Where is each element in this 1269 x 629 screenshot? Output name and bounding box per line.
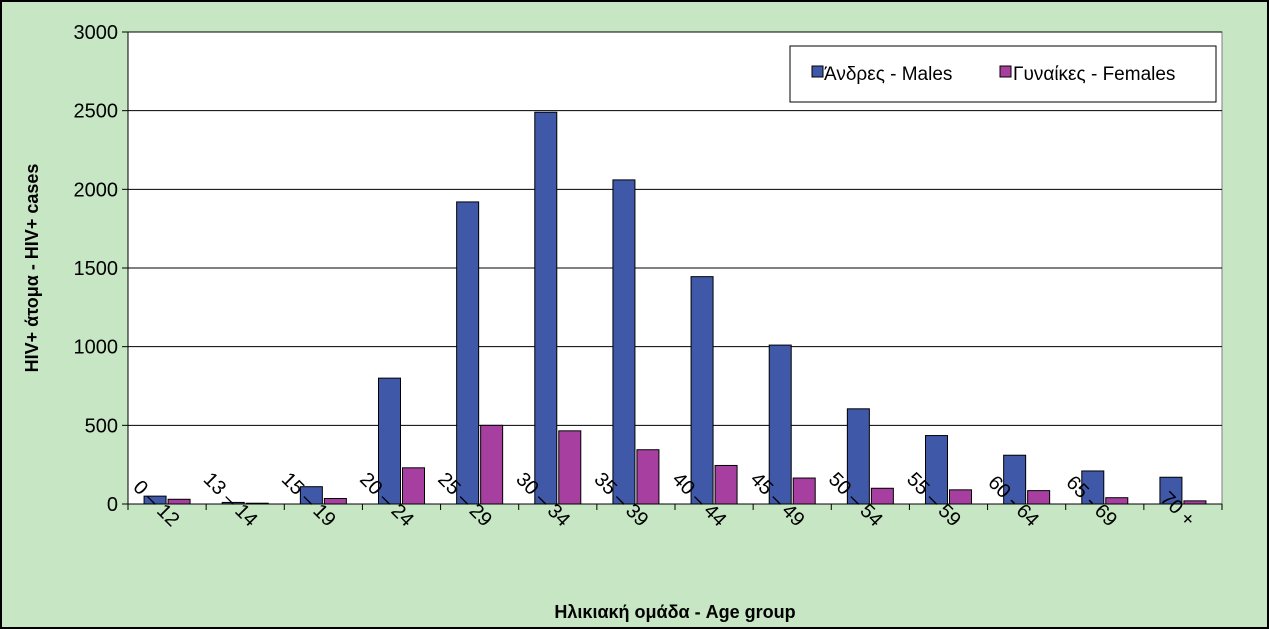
bar-females [714, 464, 738, 505]
x-axis-title: Ηλικιακή ομάδα - Age group [554, 602, 795, 622]
y-tick-label: 500 [85, 415, 118, 437]
y-tick-label: 2000 [74, 179, 119, 201]
y-tick-label: 1500 [74, 258, 119, 280]
y-axis-title: HIV+ άτομα - HIV+ cases [22, 164, 42, 373]
bar-females [636, 449, 660, 505]
bar-males [534, 111, 558, 505]
bar-females [402, 467, 425, 505]
y-axis: 0 500 1000 1500 2000 2500 3000 [74, 22, 129, 516]
y-tick-label: 0 [107, 494, 118, 516]
bar-females [792, 477, 816, 505]
y-tick-label: 3000 [74, 22, 119, 44]
gridlines [128, 31, 1222, 426]
bar-males [690, 276, 714, 505]
legend: Άνδρες - Males Γυναίκες - Females [789, 45, 1217, 103]
bar-females [870, 487, 894, 505]
bar-males [612, 179, 636, 505]
bar-females [949, 489, 972, 505]
legend-label-females: Γυναίκες - Females [1013, 64, 1175, 85]
y-tick-label: 1000 [74, 337, 119, 359]
legend-swatch-females [999, 65, 1012, 78]
bar-males [456, 201, 480, 505]
legend-label-males: Άνδρες - Males [824, 64, 952, 85]
legend-swatch-males [811, 65, 824, 78]
bars [143, 111, 1207, 505]
y-tick-label: 2500 [74, 101, 119, 123]
bar-females [558, 430, 582, 505]
bar-females [480, 424, 504, 505]
bar-females [1027, 490, 1051, 505]
